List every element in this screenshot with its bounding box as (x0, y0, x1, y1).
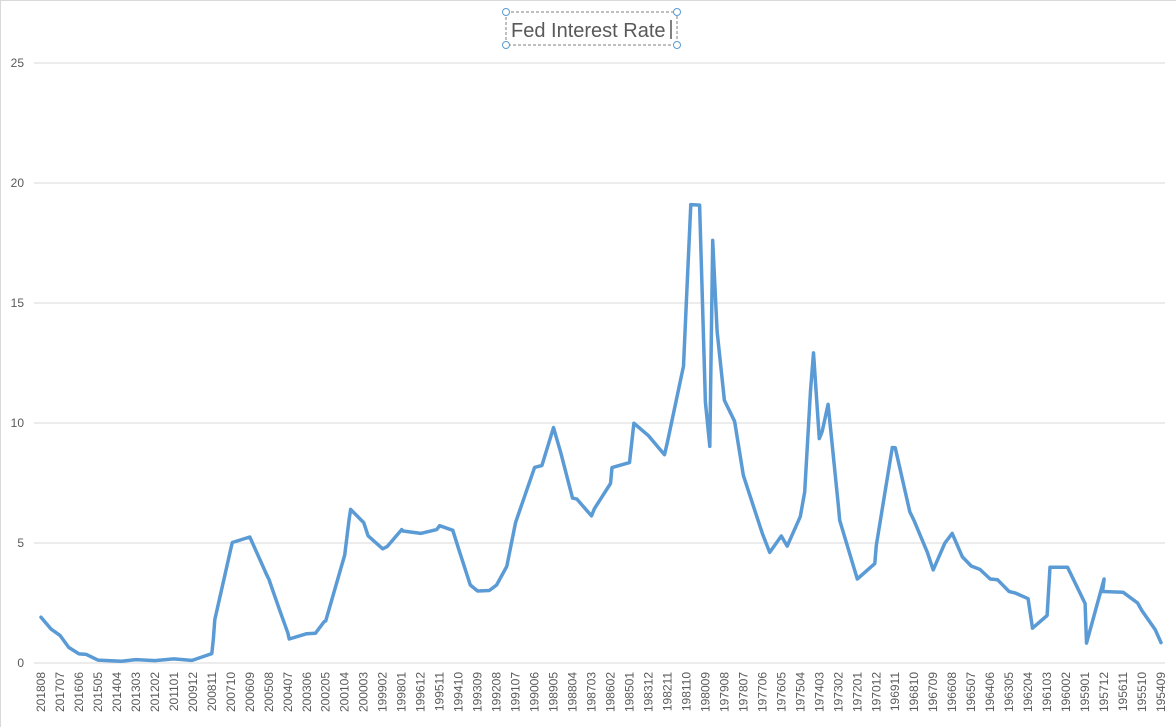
y-tick-label: 25 (11, 56, 25, 70)
x-tick-label: 197605 (774, 672, 788, 712)
x-tick-label: 196305 (1002, 672, 1016, 712)
x-tick-label: 201606 (72, 672, 86, 712)
resize-handle-bottom-left[interactable] (502, 41, 510, 49)
x-tick-label: 200710 (224, 672, 238, 712)
x-tick-label: 199612 (414, 672, 428, 712)
x-tick-label: 196406 (983, 672, 997, 712)
x-tick-label: 195901 (1078, 672, 1092, 712)
x-tick-label: 200205 (319, 672, 333, 712)
x-tick-label: 200912 (186, 672, 200, 712)
x-tick-label: 196103 (1040, 672, 1054, 712)
x-tick-label: 195409 (1154, 672, 1168, 712)
x-axis-ticks: 201808 201707 201606 201505 201404 201303 2012… (34, 672, 1168, 712)
x-tick-label: 196608 (945, 672, 959, 712)
x-tick-label: 198602 (603, 672, 617, 712)
x-tick-label: 198211 (660, 672, 674, 711)
x-tick-label: 197012 (869, 672, 883, 712)
x-tick-label: 199511 (433, 672, 447, 711)
x-tick-label: 201404 (110, 672, 124, 712)
x-tick-label: 198312 (641, 672, 655, 712)
x-tick-label: 199208 (490, 672, 504, 712)
y-tick-label: 15 (11, 296, 25, 310)
x-tick-label: 200104 (338, 672, 352, 712)
x-tick-label: 197302 (831, 672, 845, 712)
x-tick-label: 196709 (926, 672, 940, 712)
x-tick-label: 195611 (1116, 672, 1130, 711)
x-tick-label: 197201 (850, 672, 864, 712)
x-tick-label: 198905 (547, 672, 561, 712)
x-tick-label: 199309 (471, 672, 485, 712)
x-tick-label: 199410 (452, 672, 466, 712)
x-tick-label: 198703 (585, 672, 599, 712)
chart-title-box[interactable]: Fed Interest Rate (502, 8, 681, 49)
x-tick-label: 200811 (205, 672, 219, 711)
x-tick-label: 199902 (376, 672, 390, 712)
x-tick-label: 198804 (566, 672, 580, 712)
x-tick-label: 197908 (717, 672, 731, 712)
y-tick-label: 10 (11, 416, 25, 430)
x-tick-label: 195712 (1097, 672, 1111, 712)
resize-handle-top-right[interactable] (673, 8, 681, 16)
x-tick-label: 201707 (53, 672, 67, 712)
x-tick-label: 201101 (167, 672, 181, 711)
x-tick-label: 196810 (907, 672, 921, 712)
x-tick-label: 201202 (148, 672, 162, 712)
resize-handle-top-left[interactable] (502, 8, 510, 16)
x-tick-label: 195510 (1135, 672, 1149, 712)
y-tick-label: 20 (11, 176, 25, 190)
x-tick-label: 199801 (395, 672, 409, 712)
x-tick-label: 200508 (262, 672, 276, 712)
x-tick-label: 196507 (964, 672, 978, 712)
x-tick-label: 201303 (129, 672, 143, 712)
x-tick-label: 200609 (243, 672, 257, 712)
x-tick-label: 198501 (622, 672, 636, 712)
x-tick-label: 196911 (888, 672, 902, 711)
x-tick-label: 197807 (736, 672, 750, 712)
chart-title[interactable]: Fed Interest Rate (511, 20, 666, 42)
x-tick-label: 198110 (679, 672, 693, 711)
x-tick-label: 200003 (357, 672, 371, 712)
x-tick-label: 197706 (755, 672, 769, 712)
x-tick-label: 199107 (509, 672, 523, 712)
y-axis-ticks: 0 5 10 15 20 25 (11, 56, 25, 670)
x-tick-label: 196002 (1059, 672, 1073, 712)
x-tick-label: 199006 (528, 672, 542, 712)
gridlines (34, 62, 1165, 664)
title-selection-frame (505, 11, 678, 46)
x-tick-label: 201808 (34, 672, 48, 712)
x-tick-label: 201505 (91, 672, 105, 712)
x-tick-label: 197504 (793, 672, 807, 712)
x-tick-label: 197403 (812, 672, 826, 712)
y-tick-label: 0 (17, 656, 24, 670)
x-tick-label: 200407 (281, 672, 295, 712)
series-layer (39, 202, 1163, 664)
y-tick-label: 5 (17, 536, 24, 550)
x-tick-label: 198009 (698, 672, 712, 712)
resize-handle-bottom-right[interactable] (673, 41, 681, 49)
x-tick-label: 196204 (1021, 672, 1035, 712)
x-tick-label: 200306 (300, 672, 314, 712)
series-line[interactable] (39, 202, 1163, 664)
